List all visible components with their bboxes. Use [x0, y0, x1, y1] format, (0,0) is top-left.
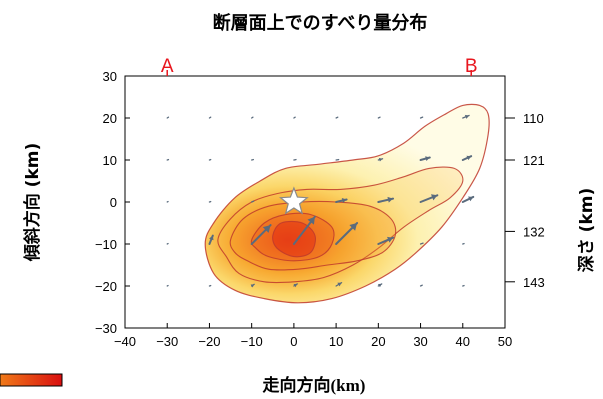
slip-vector — [335, 116, 339, 119]
slip-vector — [461, 195, 475, 203]
slip-vector — [335, 222, 359, 245]
slip-vector — [461, 155, 473, 161]
x-tick-label: −10 — [241, 334, 263, 349]
slip-vector — [251, 116, 254, 119]
y-axis-right-label: 深さ (km) — [576, 188, 597, 272]
slip-vector — [293, 283, 298, 288]
x-tick-label: 40 — [456, 334, 470, 349]
x-tick-label: 20 — [371, 334, 385, 349]
slip-vector — [419, 242, 424, 245]
contour-level-2 — [217, 166, 464, 284]
depth-tick-label: 110 — [523, 111, 544, 126]
slip-vector — [208, 116, 212, 119]
slip-vector — [250, 283, 255, 288]
y-axis-left: −30 −20 −10 0 10 20 30 — [95, 69, 130, 336]
y-axis-left-label: 傾斜方向 (km) — [22, 143, 43, 262]
contour-level-1 — [204, 103, 490, 304]
vector-layer — [166, 114, 475, 288]
slip-vector — [419, 194, 439, 203]
depth-tick-label: 121 — [523, 153, 545, 168]
slip-vector — [335, 281, 343, 287]
x-tick-label: 50 — [498, 334, 512, 349]
depth-tick-label: 132 — [523, 224, 545, 239]
slip-vector — [166, 116, 170, 119]
slip-vector — [377, 283, 383, 288]
y-axis-right: 110 121 132 143 — [505, 111, 545, 290]
x-tick-label: 30 — [413, 334, 427, 349]
slip-vector — [250, 224, 272, 245]
slip-vector — [377, 196, 395, 203]
slip-vector — [377, 236, 395, 245]
y-tick-label: 30 — [103, 69, 117, 84]
slip-vector — [208, 234, 214, 245]
y-tick-label: 0 — [110, 195, 117, 210]
x-tick-label: 0 — [290, 334, 297, 349]
slip-vector — [419, 156, 431, 161]
slip-vector — [377, 157, 384, 162]
slip-vector — [292, 215, 316, 245]
slip-vector — [293, 116, 296, 119]
slip-vector — [335, 197, 348, 203]
y-tick-label: 10 — [103, 153, 117, 168]
slip-vector — [251, 200, 255, 203]
x-axis-label-unit: (km) — [331, 376, 366, 395]
x-tick-label: 10 — [329, 334, 343, 349]
chart-title: 断層面上でのすべり量分布 — [213, 12, 428, 34]
y-tick-label: −20 — [95, 279, 117, 294]
x-axis-label: 走向方向(km) — [263, 375, 366, 396]
contour-layer — [204, 103, 490, 304]
y-tick-label: −10 — [95, 237, 117, 252]
x-tick-label: −30 — [156, 334, 178, 349]
x-tick-label: −20 — [198, 334, 220, 349]
slip-vector — [419, 284, 423, 287]
y-tick-label: 20 — [103, 111, 117, 126]
slip-vector — [377, 116, 381, 119]
x-axis-label-main: 走向方向 — [263, 375, 331, 396]
colorbar-fragment — [0, 373, 63, 387]
marker-b: B — [465, 56, 478, 77]
slip-vector — [419, 116, 424, 119]
epicenter-star-icon — [279, 186, 309, 215]
x-axis: −40 −30 −20 −10 0 10 20 30 40 50 — [114, 323, 512, 349]
y-tick-label: −30 — [95, 321, 117, 336]
slip-vector — [462, 114, 470, 119]
depth-tick-label: 143 — [523, 275, 545, 290]
marker-a: A — [161, 56, 174, 77]
x-tick-label: −40 — [114, 334, 136, 349]
